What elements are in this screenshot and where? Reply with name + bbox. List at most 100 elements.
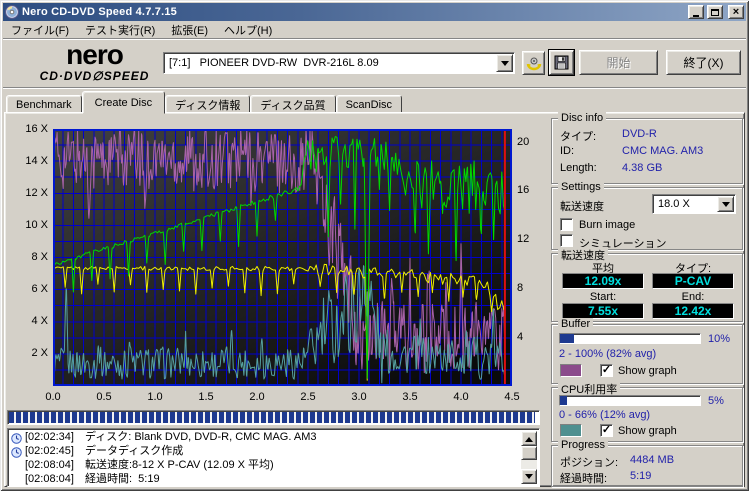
cpu-show-graph-label: Show graph (618, 425, 677, 437)
maximize-button[interactable] (707, 5, 723, 19)
menu-extra[interactable]: 拡張(E) (171, 24, 208, 37)
cpu-color-swatch (560, 424, 582, 437)
progress-group: Progress ポジション: 4484 MB 経過時間: 5:19 (551, 439, 743, 487)
tab-disc-quality[interactable]: ディスク品質 (250, 95, 336, 114)
avg-speed-value: 12.09x (562, 273, 644, 289)
cpu-show-graph-checkbox[interactable]: ✓ (600, 424, 613, 437)
drive-select-arrow[interactable] (496, 54, 513, 72)
tab-scandisc[interactable]: ScanDisc (335, 95, 403, 114)
log-time: [02:08:04] (25, 459, 74, 471)
log-entry: [02:02:45] データディスク作成 (10, 445, 521, 459)
app-icon (5, 5, 19, 19)
minimize-button[interactable] (688, 5, 704, 19)
end-speed-value: 12.42x (652, 303, 734, 319)
log-entry: [02:08:04] 経過時間: 5:19 (10, 473, 521, 486)
nero-logo-text: nero (66, 39, 124, 70)
menu-file[interactable]: ファイル(F) (11, 24, 70, 37)
avg-label: 平均 (592, 263, 614, 275)
buffer-show-graph-checkbox[interactable]: ✓ (600, 364, 613, 377)
save-icon (554, 55, 569, 70)
transfer-chart (52, 129, 512, 386)
log-text: 経過時間: 5:19 (85, 473, 160, 485)
tab-create-disc[interactable]: Create Disc (81, 91, 166, 114)
disc-id-value: CMC MAG. AM3 (622, 145, 704, 157)
cpu-group: CPU利用率 5% 0 - 66% (12% avg) ✓ Show graph (551, 381, 743, 442)
arrow-up-icon (525, 433, 533, 442)
exit-button-label: 終了(X) (683, 56, 724, 70)
transfer-speed-title: 転送速度 (558, 247, 608, 263)
window-title: Nero CD-DVD Speed 4.7.7.15 (22, 6, 177, 18)
log-time: [02:02:45] (25, 445, 74, 457)
settings-title: Settings (558, 181, 604, 193)
type-value: P-CAV (652, 273, 734, 289)
elapsed-label: 経過時間: (560, 473, 608, 485)
start-speed-value: 7.55x (562, 303, 644, 319)
close-button[interactable]: × (728, 5, 744, 19)
toolbar-separator (3, 87, 746, 89)
cpu-range: 0 - 66% (12% avg) (559, 409, 651, 421)
write-progress-fill (9, 412, 536, 423)
disc-id-label: ID: (560, 145, 575, 157)
minimize-icon (693, 14, 699, 17)
write-progress-bar (7, 410, 540, 425)
drive-select-value: [7:1] PIONEER DVD-RW DVR-216L 8.09 (169, 57, 379, 69)
position-label: ポジション: (560, 457, 619, 469)
position-value: 4484 MB (630, 454, 675, 466)
save-button[interactable] (548, 49, 575, 76)
log-text: ディスク: Blank DVD, DVD-R, CMC MAG. AM3 (85, 431, 317, 443)
log-scrollbar[interactable] (521, 431, 537, 484)
log-entry: [02:02:34] ディスク: Blank DVD, DVD-R, CMC M… (10, 431, 521, 445)
burn-image-label: Burn image (579, 219, 636, 231)
simulation-checkbox[interactable] (560, 234, 573, 247)
chart-grid (53, 129, 512, 386)
eject-icon (526, 57, 541, 71)
write-speed-label: 転送速度 (560, 201, 604, 213)
buffer-title: Buffer (558, 318, 594, 330)
menu-separator (3, 38, 746, 40)
cpu-meter-fill (560, 396, 567, 405)
start-button[interactable]: 開始 (579, 50, 658, 75)
nero-logo-product: CD·DVD∅SPEED (39, 69, 150, 83)
disc-length-value: 4.38 GB (622, 162, 663, 174)
series-write-speed (52, 136, 506, 379)
buffer-show-graph-label: Show graph (618, 365, 677, 377)
chevron-down-icon (500, 60, 509, 70)
transfer-chart-svg (52, 129, 512, 386)
menu-bar: ファイル(F) テスト実行(R) 拡張(E) ヘルプ(H) (3, 21, 746, 38)
drive-select[interactable]: [7:1] PIONEER DVD-RW DVR-216L 8.09 (163, 52, 515, 74)
cpu-meter (559, 395, 701, 406)
exit-button[interactable]: 終了(X) (666, 50, 741, 75)
status-log[interactable]: [02:02:34] ディスク: Blank DVD, DVD-R, CMC M… (7, 428, 540, 487)
menu-run-test[interactable]: テスト実行(R) (85, 24, 156, 37)
info-icon (11, 446, 22, 458)
scroll-thumb[interactable] (521, 446, 537, 460)
progress-title: Progress (558, 439, 609, 451)
buffer-percent: 10% (708, 333, 731, 345)
eject-button[interactable] (522, 51, 545, 75)
burn-image-checkbox[interactable] (560, 218, 573, 231)
buffer-meter (559, 333, 701, 344)
scroll-down-button[interactable] (521, 469, 537, 484)
log-time: [02:08:04] (25, 473, 74, 485)
info-icon (11, 432, 22, 444)
tab-benchmark[interactable]: Benchmark (6, 95, 82, 114)
scroll-up-button[interactable] (521, 431, 537, 446)
buffer-group: Buffer 10% 2 - 100% (82% avg) ✓ Show gra… (551, 318, 743, 384)
buffer-range: 2 - 100% (82% avg) (559, 348, 657, 360)
transfer-speed-group: 転送速度 平均 タイプ: 12.09x P-CAV Start: End: 7.… (551, 247, 743, 322)
disc-info-title: Disc info (558, 112, 607, 124)
type-label: タイプ: (674, 263, 712, 275)
buffer-meter-fill (560, 334, 574, 343)
start-label: Start: (589, 291, 617, 303)
log-entry: [02:08:04] 転送速度:8-12 X P-CAV (12.09 X 平均… (10, 459, 521, 473)
chevron-down-icon (721, 201, 730, 211)
disc-type-label: タイプ: (560, 131, 597, 143)
cpu-title: CPU利用率 (558, 381, 621, 397)
tab-disc-info[interactable]: ディスク情報 (165, 95, 251, 114)
start-button-label: 開始 (606, 56, 631, 70)
write-speed-select[interactable]: 18.0 X (652, 194, 736, 214)
menu-help[interactable]: ヘルプ(H) (224, 24, 273, 37)
disc-type-value: DVD-R (622, 128, 657, 140)
write-speed-arrow[interactable] (717, 196, 734, 212)
